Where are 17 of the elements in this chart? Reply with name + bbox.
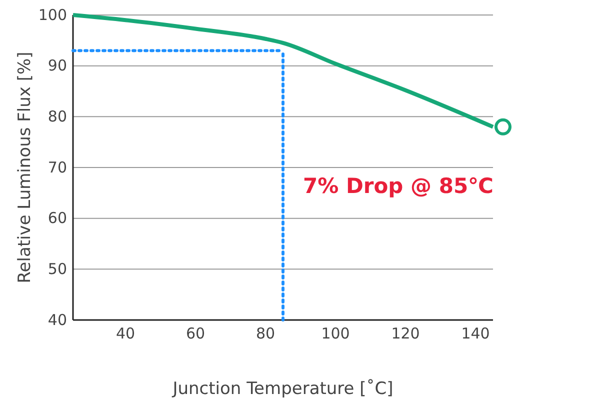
line-series [71,13,495,129]
x-tick-label: 80 [256,324,276,343]
x-axis-title: Junction Temperature [˚C] [172,379,394,399]
annotation: 7% Drop @ 85℃ [303,174,494,198]
y-tick-label: 90 [48,56,67,75]
x-tick-label: 100 [321,324,350,343]
y-tick-label: 100 [38,6,67,24]
x-tick-label: 40 [116,324,136,343]
y-tick-label: 80 [48,107,67,126]
y-axis-title: Relative Luminous Flux [%] [15,52,35,284]
y-tick-label: 60 [48,209,67,228]
x-tick-label: 60 [186,324,206,343]
y-tick-label: 40 [48,310,67,329]
y-tick-label: 50 [48,260,67,278]
x-tick-label: 120 [391,324,420,343]
x-tick-label: 140 [461,324,490,343]
y-tick-label: 70 [48,158,67,176]
